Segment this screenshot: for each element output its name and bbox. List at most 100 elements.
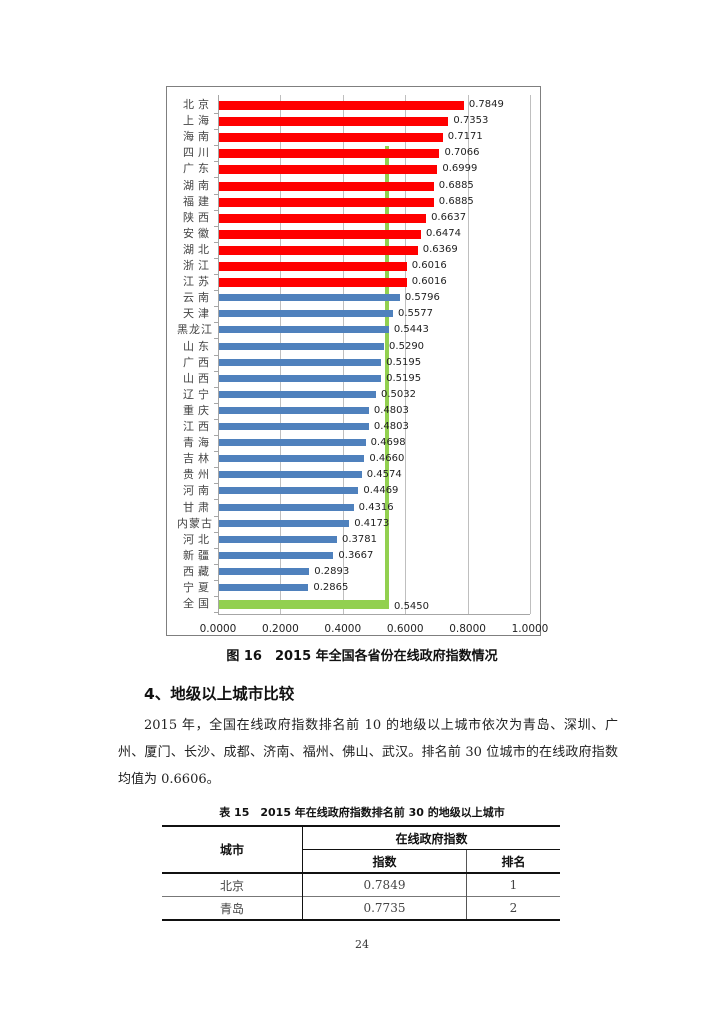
bar — [219, 181, 434, 191]
bar — [219, 358, 382, 366]
bar — [219, 390, 376, 398]
page-number: 24 — [355, 938, 369, 951]
cell-index: 0.7735 — [302, 896, 467, 920]
bar-value-label: 0.4574 — [366, 469, 402, 481]
bar — [219, 213, 427, 223]
y-tick — [214, 193, 218, 195]
y-tick — [214, 241, 218, 243]
bar-chart-plot: 0.0000 0.2000 0.4000 0.6000 0.8000 1.0000 北京 0.… — [167, 87, 548, 636]
y-tick — [214, 596, 218, 598]
category-label: 天津 — [183, 307, 213, 321]
header-city: 城市 — [162, 826, 303, 874]
category-label: 甘肃 — [183, 500, 213, 514]
category-label: 辽宁 — [183, 387, 213, 401]
bar-value-label: 0.7171 — [447, 131, 483, 143]
bar — [219, 278, 407, 288]
y-tick — [214, 612, 218, 614]
x-axis — [218, 614, 530, 616]
bar-value-label: 0.5450 — [394, 601, 430, 613]
bar — [219, 165, 438, 175]
y-tick — [214, 209, 218, 211]
bar-value-label: 0.4698 — [370, 437, 406, 449]
y-tick — [214, 129, 218, 131]
gridline — [280, 95, 282, 615]
gridline — [405, 95, 407, 615]
y-tick — [214, 547, 218, 549]
category-label: 全国 — [183, 597, 213, 611]
y-tick — [214, 451, 218, 453]
y-tick — [214, 274, 218, 276]
bar-value-label: 0.5577 — [398, 308, 433, 320]
bar-value-label: 0.6637 — [431, 211, 467, 223]
body-paragraph: 2015 年，全国在线政府指数排名前 10 的地级以上城市依次为青岛、深圳、广州… — [118, 718, 618, 787]
category-label: 广东 — [183, 162, 213, 176]
bar-value-label: 0.6016 — [411, 260, 447, 271]
gridline — [530, 95, 531, 615]
category-label: 福建 — [183, 194, 213, 208]
bar — [219, 117, 449, 127]
figure-caption: 图 16 2015 年全国各省份在线政府指数情况 — [226, 649, 498, 664]
bar — [219, 584, 309, 591]
bar — [219, 551, 334, 559]
category-label: 吉林 — [183, 452, 213, 466]
cell-city: 北京 — [162, 873, 303, 897]
bar-value-label: 0.5032 — [380, 388, 416, 400]
bar-value-label: 0.4173 — [354, 517, 390, 529]
bar — [219, 197, 434, 207]
y-tick — [214, 579, 218, 581]
gridline — [467, 95, 469, 615]
national-average-line — [385, 146, 390, 605]
x-tick-label: 0.4000 — [324, 623, 362, 636]
y-tick — [214, 467, 218, 469]
bar — [219, 326, 389, 334]
category-label: 江西 — [183, 420, 213, 433]
bar-value-label: 0.7066 — [444, 147, 480, 159]
bar-value-label: 0.6999 — [442, 163, 478, 175]
category-label: 贵州 — [183, 468, 213, 482]
bar-value-label: 0.6016 — [411, 276, 447, 288]
bar-value-label: 0.6885 — [438, 179, 474, 191]
bar-value-label: 0.7353 — [453, 115, 489, 127]
bar-value-label: 0.3781 — [341, 533, 377, 545]
bar-value-label: 0.4469 — [363, 485, 399, 497]
category-label: 西藏 — [183, 564, 213, 578]
bar-value-label: 0.4803 — [373, 421, 409, 432]
bar — [219, 503, 354, 511]
y-tick — [214, 145, 218, 147]
bar-value-label: 0.5290 — [389, 340, 425, 352]
y-tick — [214, 177, 218, 179]
category-label: 广西 — [183, 355, 213, 369]
y-tick — [214, 354, 218, 356]
bar — [219, 310, 393, 318]
y-tick — [214, 290, 218, 292]
category-label: 江苏 — [183, 275, 213, 289]
y-tick — [214, 225, 218, 227]
bar — [219, 406, 369, 414]
bar-value-label: 0.5195 — [386, 372, 422, 384]
cell-index: 0.7849 — [302, 873, 467, 897]
bar — [219, 471, 362, 479]
bar — [219, 535, 337, 543]
category-label: 安徽 — [183, 226, 213, 240]
x-tick-label: 0.8000 — [449, 623, 486, 636]
bar — [219, 519, 350, 527]
cell-rank: 1 — [509, 878, 518, 892]
bar-value-label: 0.6885 — [438, 195, 474, 207]
bar-value-label: 0.4803 — [373, 404, 409, 416]
y-tick — [214, 257, 218, 259]
category-label: 山东 — [183, 339, 213, 353]
bar-value-label: 0.5443 — [393, 324, 429, 336]
y-tick — [214, 306, 218, 308]
bar — [219, 101, 464, 110]
bar — [219, 567, 310, 575]
y-tick — [214, 563, 218, 565]
bar — [219, 262, 407, 271]
chart-frame: 0.0000 0.2000 0.4000 0.6000 0.8000 1.0000 北京 0.… — [166, 86, 548, 636]
bar-value-label: 0.3667 — [338, 549, 374, 561]
y-tick — [214, 515, 218, 517]
category-label: 湖南 — [183, 178, 213, 192]
bar-value-label: 0.6369 — [422, 243, 458, 255]
category-label: 四川 — [183, 146, 213, 160]
category-label: 海南 — [183, 130, 213, 144]
y-tick — [214, 435, 218, 437]
